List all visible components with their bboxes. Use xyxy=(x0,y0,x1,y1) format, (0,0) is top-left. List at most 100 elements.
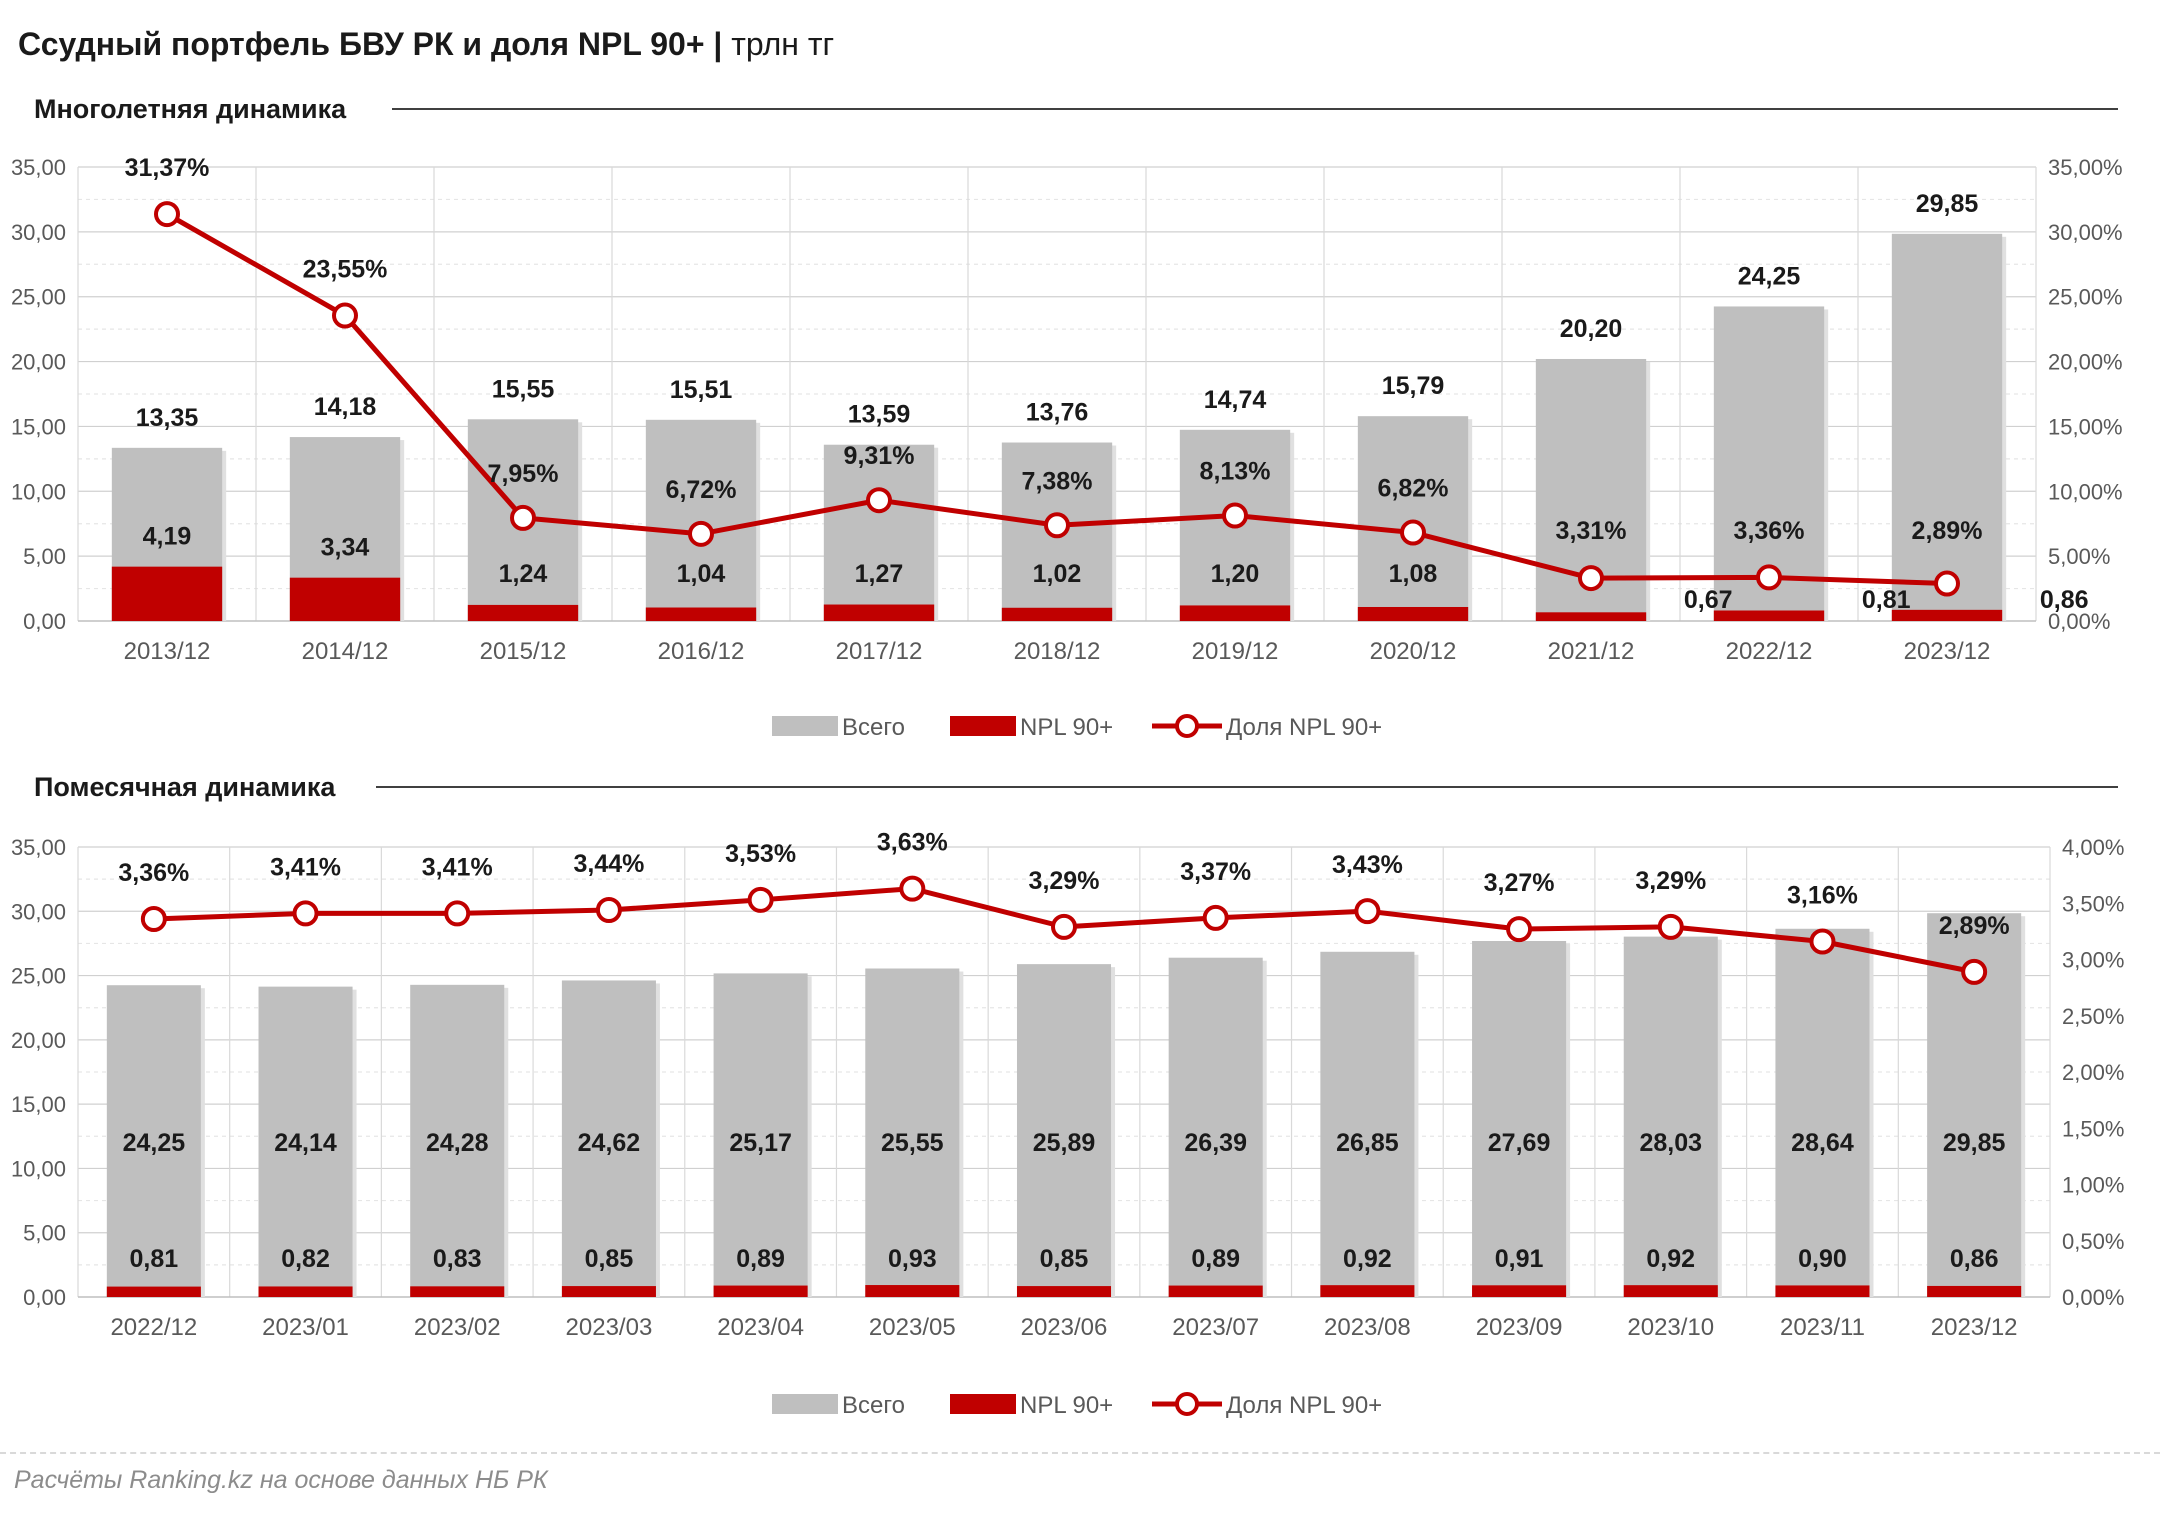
share-point xyxy=(140,906,167,932)
bar-total xyxy=(1168,957,1263,1297)
page-title: Ссудный портфель БВУ РК и доля NPL 90+ |… xyxy=(18,26,834,63)
bar-npl xyxy=(289,577,401,621)
y-axis-tick: 0,00 xyxy=(23,1285,66,1310)
y-axis-tick: 20,00 xyxy=(11,350,66,375)
npl-value-label: 0,82 xyxy=(281,1245,330,1273)
title-unit: трлн тг xyxy=(731,26,835,62)
bar-npl xyxy=(106,1286,201,1297)
x-axis-label: 2020/12 xyxy=(1370,638,1457,665)
legend: Всего NPL 90+ Доля NPL 90+ xyxy=(772,714,1382,741)
x-axis-label: 2016/12 xyxy=(658,638,745,665)
y2-axis-tick: 0,50% xyxy=(2062,1229,2124,1254)
x-axis-label: 2023/11 xyxy=(1780,1314,1865,1341)
share-point xyxy=(688,520,714,547)
bar-total xyxy=(1016,964,1112,1297)
bar-total xyxy=(106,985,201,1297)
bar-npl xyxy=(865,1285,960,1297)
total-value-label: 24,25 xyxy=(1738,262,1801,290)
legend-marker-share xyxy=(1175,1392,1199,1416)
total-value-label: 25,89 xyxy=(1033,1129,1096,1157)
y2-axis-tick: 0,00% xyxy=(2048,609,2110,634)
legend-label-total: Всего xyxy=(842,714,905,741)
total-value-label: 28,03 xyxy=(1639,1129,1702,1157)
legend-label-total: Всего xyxy=(842,1392,905,1419)
bar-total xyxy=(713,973,808,1297)
share-value-label: 3,31% xyxy=(1556,517,1627,545)
total-value-label: 15,51 xyxy=(670,376,733,404)
npl-value-label: 0,81 xyxy=(130,1245,179,1273)
bar-total xyxy=(258,986,353,1297)
bar-npl xyxy=(713,1285,808,1297)
total-value-label: 26,85 xyxy=(1336,1129,1399,1157)
share-point xyxy=(154,201,180,228)
bar-npl xyxy=(1168,1285,1263,1297)
share-value-label: 3,29% xyxy=(1635,867,1706,895)
bar-total xyxy=(1775,928,1870,1297)
share-value-label: 3,29% xyxy=(1029,867,1100,895)
bar-npl xyxy=(1891,609,2003,621)
npl-value-label: 0,86 xyxy=(1950,1245,1999,1273)
share-point xyxy=(444,900,471,927)
x-axis-label: 2023/04 xyxy=(717,1314,804,1341)
x-axis-label: 2023/05 xyxy=(869,1314,956,1341)
share-point xyxy=(1222,502,1248,529)
bar-npl xyxy=(258,1286,353,1297)
total-value-label: 13,35 xyxy=(136,404,199,432)
share-value-label: 3,36% xyxy=(1734,517,1805,545)
share-point xyxy=(866,487,892,514)
x-axis-label: 2023/08 xyxy=(1324,1314,1411,1341)
npl-value-label: 0,83 xyxy=(433,1245,482,1273)
npl-value-label: 1,20 xyxy=(1211,560,1260,588)
y2-axis-tick: 2,00% xyxy=(2062,1060,2124,1085)
bar-npl xyxy=(1320,1285,1415,1297)
legend-swatch-npl xyxy=(950,1394,1016,1414)
bar-total xyxy=(410,984,505,1297)
x-axis-label: 2022/12 xyxy=(1726,638,1813,665)
y2-axis-tick: 5,00% xyxy=(2048,544,2110,569)
npl-value-label: 0,86 xyxy=(2040,586,2089,614)
bar-npl xyxy=(1775,1285,1870,1297)
legend: Всего NPL 90+ Доля NPL 90+ xyxy=(772,1392,1382,1419)
share-value-label: 7,95% xyxy=(488,460,559,488)
bar-npl xyxy=(1357,606,1469,621)
bar-total xyxy=(1320,951,1415,1297)
y-axis-tick: 0,00 xyxy=(23,609,66,634)
share-value-label: 6,82% xyxy=(1378,475,1449,503)
bar-npl xyxy=(111,566,223,621)
share-point xyxy=(1354,898,1381,925)
y-axis-tick: 25,00 xyxy=(11,285,66,310)
bar-npl xyxy=(1001,607,1113,621)
y-axis-tick: 5,00 xyxy=(23,544,66,569)
npl-value-label: 4,19 xyxy=(143,523,192,551)
share-point xyxy=(1961,958,1988,985)
y-axis-tick: 5,00 xyxy=(23,1221,66,1246)
source-note: Расчёты Ranking.kz на основе данных НБ Р… xyxy=(14,1466,548,1494)
x-axis-label: 2017/12 xyxy=(836,638,923,665)
bar-npl xyxy=(561,1286,656,1297)
total-value-label: 15,55 xyxy=(492,375,555,403)
section-title: Помесячная динамика xyxy=(34,772,336,802)
legend-swatch-total xyxy=(772,716,838,736)
bar-npl xyxy=(645,607,757,621)
y2-axis-tick: 0,00% xyxy=(2062,1285,2124,1310)
section-title: Многолетняя динамика xyxy=(34,94,347,124)
share-point xyxy=(747,886,774,913)
x-axis-label: 2023/09 xyxy=(1476,1314,1563,1341)
total-value-label: 20,20 xyxy=(1560,315,1623,343)
x-axis-label: 2014/12 xyxy=(302,638,389,665)
bar-total xyxy=(1357,416,1469,621)
x-axis-label: 2013/12 xyxy=(124,638,211,665)
x-axis-label: 2023/07 xyxy=(1172,1314,1259,1341)
npl-value-label: 0,92 xyxy=(1343,1245,1392,1273)
share-value-label: 3,43% xyxy=(1332,851,1403,879)
annual-dynamics-chart: Многолетняя динамика 0,00 5,00 10,00 15,00 20… xyxy=(11,94,2123,741)
bar-total xyxy=(561,980,656,1297)
footer-divider xyxy=(0,1452,2160,1454)
share-value-label: 3,63% xyxy=(877,829,948,857)
share-value-label: 3,41% xyxy=(270,853,341,881)
y2-axis-tick: 20,00% xyxy=(2048,350,2123,375)
share-value-label: 3,36% xyxy=(118,859,189,887)
share-point xyxy=(1756,564,1782,591)
npl-value-label: 1,27 xyxy=(855,560,904,588)
npl-value-label: 0,67 xyxy=(1684,586,1733,614)
